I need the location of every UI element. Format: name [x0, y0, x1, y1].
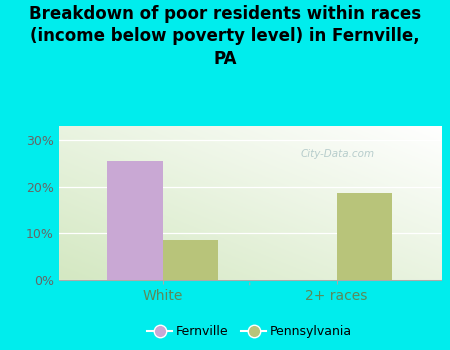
- Bar: [163, 240, 218, 280]
- Text: Breakdown of poor residents within races
(income below poverty level) in Fernvil: Breakdown of poor residents within races…: [29, 5, 421, 68]
- Bar: [337, 193, 392, 280]
- Bar: [107, 161, 163, 280]
- Legend: Fernville, Pennsylvania: Fernville, Pennsylvania: [142, 320, 357, 343]
- Text: City-Data.com: City-Data.com: [301, 149, 375, 159]
